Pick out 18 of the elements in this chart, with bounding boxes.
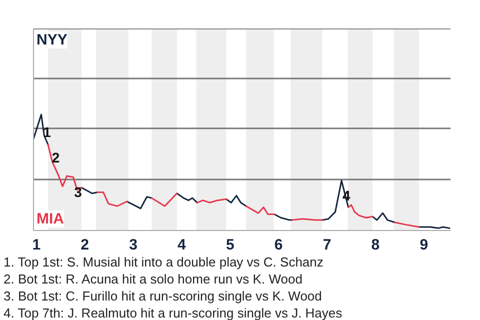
x-tick-label: 1 [32, 236, 41, 254]
text: NYY [36, 32, 68, 48]
annotation: 2 [52, 149, 60, 166]
text: 4. Top 7th: J. Realmuto hit a run-scoring single vs J. Hayes [4, 306, 343, 320]
annotation: MIA [36, 210, 64, 228]
x-tick-label: 2 [80, 236, 90, 254]
x-tick-label: 9 [420, 236, 428, 254]
annotation: 3 [74, 184, 82, 200]
x-tick-label: 6 [274, 236, 283, 254]
x-tick-label: 7 [322, 236, 332, 254]
x-tick-label: 8 [371, 236, 380, 254]
x-tick-label: 4 [178, 236, 187, 254]
text: 3. Bot 1st: C. Furillo hit a run-scoring single vs K. Wood [4, 288, 322, 304]
x-tick-label: 5 [226, 236, 234, 254]
text: 2. Bot 1st: R. Acuna hit a solo home run vs K. Wood [4, 272, 302, 286]
text: 1. Top 1st: S. Musial hit into a double play vs C. Schanz [4, 254, 324, 270]
x-tick-label: 3 [129, 236, 138, 254]
annotation: 1 [43, 124, 52, 140]
